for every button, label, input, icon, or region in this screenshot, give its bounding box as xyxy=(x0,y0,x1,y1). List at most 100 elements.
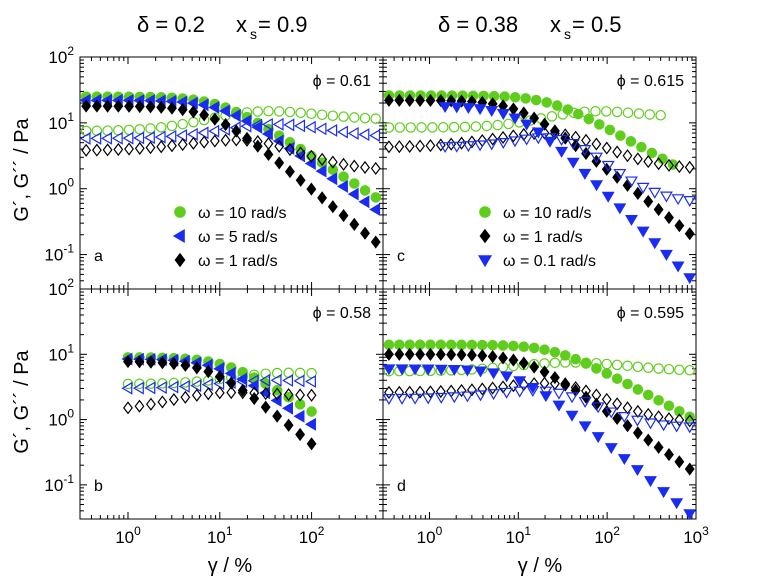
data-point xyxy=(349,217,360,231)
data-point xyxy=(271,385,283,396)
data-point xyxy=(601,368,613,379)
data-point xyxy=(191,361,202,375)
data-point xyxy=(632,404,643,418)
data-point xyxy=(611,373,623,384)
data-point xyxy=(684,160,695,174)
data-point xyxy=(601,392,612,406)
data-point xyxy=(559,350,571,361)
data-point xyxy=(601,106,612,117)
data-point xyxy=(229,109,241,122)
data-point xyxy=(209,134,220,148)
data-point xyxy=(434,364,448,376)
data-point xyxy=(180,358,191,372)
panel-letter: c xyxy=(397,248,405,265)
series xyxy=(79,93,381,216)
legend-label: ω = 1 rad/s xyxy=(503,229,583,246)
data-point xyxy=(487,389,501,401)
data-point xyxy=(295,107,306,119)
data-point xyxy=(146,397,156,411)
data-point xyxy=(461,141,475,153)
data-point xyxy=(360,160,370,175)
left-heading-delta: δ = 0.2 xyxy=(137,12,205,37)
data-point xyxy=(338,208,349,223)
data-point xyxy=(306,406,317,417)
data-point xyxy=(306,388,317,402)
data-point xyxy=(263,147,274,162)
data-point xyxy=(155,122,167,133)
data-point xyxy=(248,369,260,381)
data-point xyxy=(485,139,499,151)
y-tick-label: 102 xyxy=(48,276,74,299)
data-point xyxy=(113,99,124,113)
data-point xyxy=(263,137,274,151)
legend-label: ω = 5 rad/s xyxy=(198,229,278,246)
x-tick-label: 102 xyxy=(299,524,325,547)
data-point xyxy=(632,384,644,395)
data-point xyxy=(518,341,530,352)
data-point xyxy=(518,106,529,120)
data-point xyxy=(580,357,592,368)
data-point xyxy=(508,129,519,143)
data-point xyxy=(487,349,498,364)
data-point xyxy=(231,124,242,138)
data-point xyxy=(659,249,673,261)
data-point xyxy=(642,362,654,373)
data-point xyxy=(134,355,145,369)
data-point xyxy=(177,118,188,130)
data-point xyxy=(648,187,662,199)
data-point xyxy=(284,106,296,118)
x-tick-label: 102 xyxy=(594,524,620,547)
data-point xyxy=(632,186,643,200)
data-point xyxy=(408,364,422,376)
data-point xyxy=(404,139,415,153)
data-point xyxy=(166,120,178,132)
data-point xyxy=(636,141,647,153)
panel-b: 102 101 100 10-1 100 101 102 ϕ = 0.58 b xyxy=(44,276,384,547)
data-point xyxy=(671,194,685,206)
data-point xyxy=(415,93,425,107)
data-point xyxy=(338,157,349,171)
data-point xyxy=(203,387,214,401)
panel-c: ϕ = 0.615 c ω = 10 rad/s ω = 1 rad/s ω = 0.1… xyxy=(382,56,697,290)
data-point xyxy=(560,377,571,391)
data-point xyxy=(395,393,409,405)
data-point xyxy=(236,375,248,388)
data-point xyxy=(461,103,475,115)
data-point xyxy=(434,392,448,404)
data-point xyxy=(156,140,167,154)
data-point xyxy=(338,111,349,122)
series xyxy=(79,117,381,145)
data-point xyxy=(226,376,237,390)
data-point xyxy=(168,377,180,389)
panel-letter: d xyxy=(397,478,406,495)
data-point xyxy=(416,122,427,133)
data-point xyxy=(446,347,457,362)
data-point xyxy=(477,339,488,351)
data-point xyxy=(203,365,214,379)
data-point xyxy=(497,340,509,351)
data-point xyxy=(539,117,550,131)
panel-d: 100 101 102 103 ϕ = 0.595 d xyxy=(382,288,709,547)
data-point xyxy=(231,133,242,147)
data-point xyxy=(421,393,435,405)
data-point xyxy=(284,142,295,157)
data-point xyxy=(121,381,133,395)
data-point xyxy=(477,349,488,363)
data-point xyxy=(671,261,685,273)
data-point xyxy=(485,105,499,117)
data-point xyxy=(220,118,231,132)
data-point xyxy=(630,465,644,477)
data-point xyxy=(186,127,198,141)
x-tick-label: 101 xyxy=(505,524,531,547)
legend-marker xyxy=(479,206,491,218)
series xyxy=(384,376,695,428)
data-point xyxy=(395,364,409,376)
data-point xyxy=(474,390,487,402)
data-point xyxy=(612,411,623,426)
data-point xyxy=(90,131,102,145)
series xyxy=(80,105,382,137)
data-point xyxy=(481,120,493,132)
data-point xyxy=(369,129,381,142)
panel-letter: b xyxy=(94,478,103,495)
data-point xyxy=(643,155,654,169)
